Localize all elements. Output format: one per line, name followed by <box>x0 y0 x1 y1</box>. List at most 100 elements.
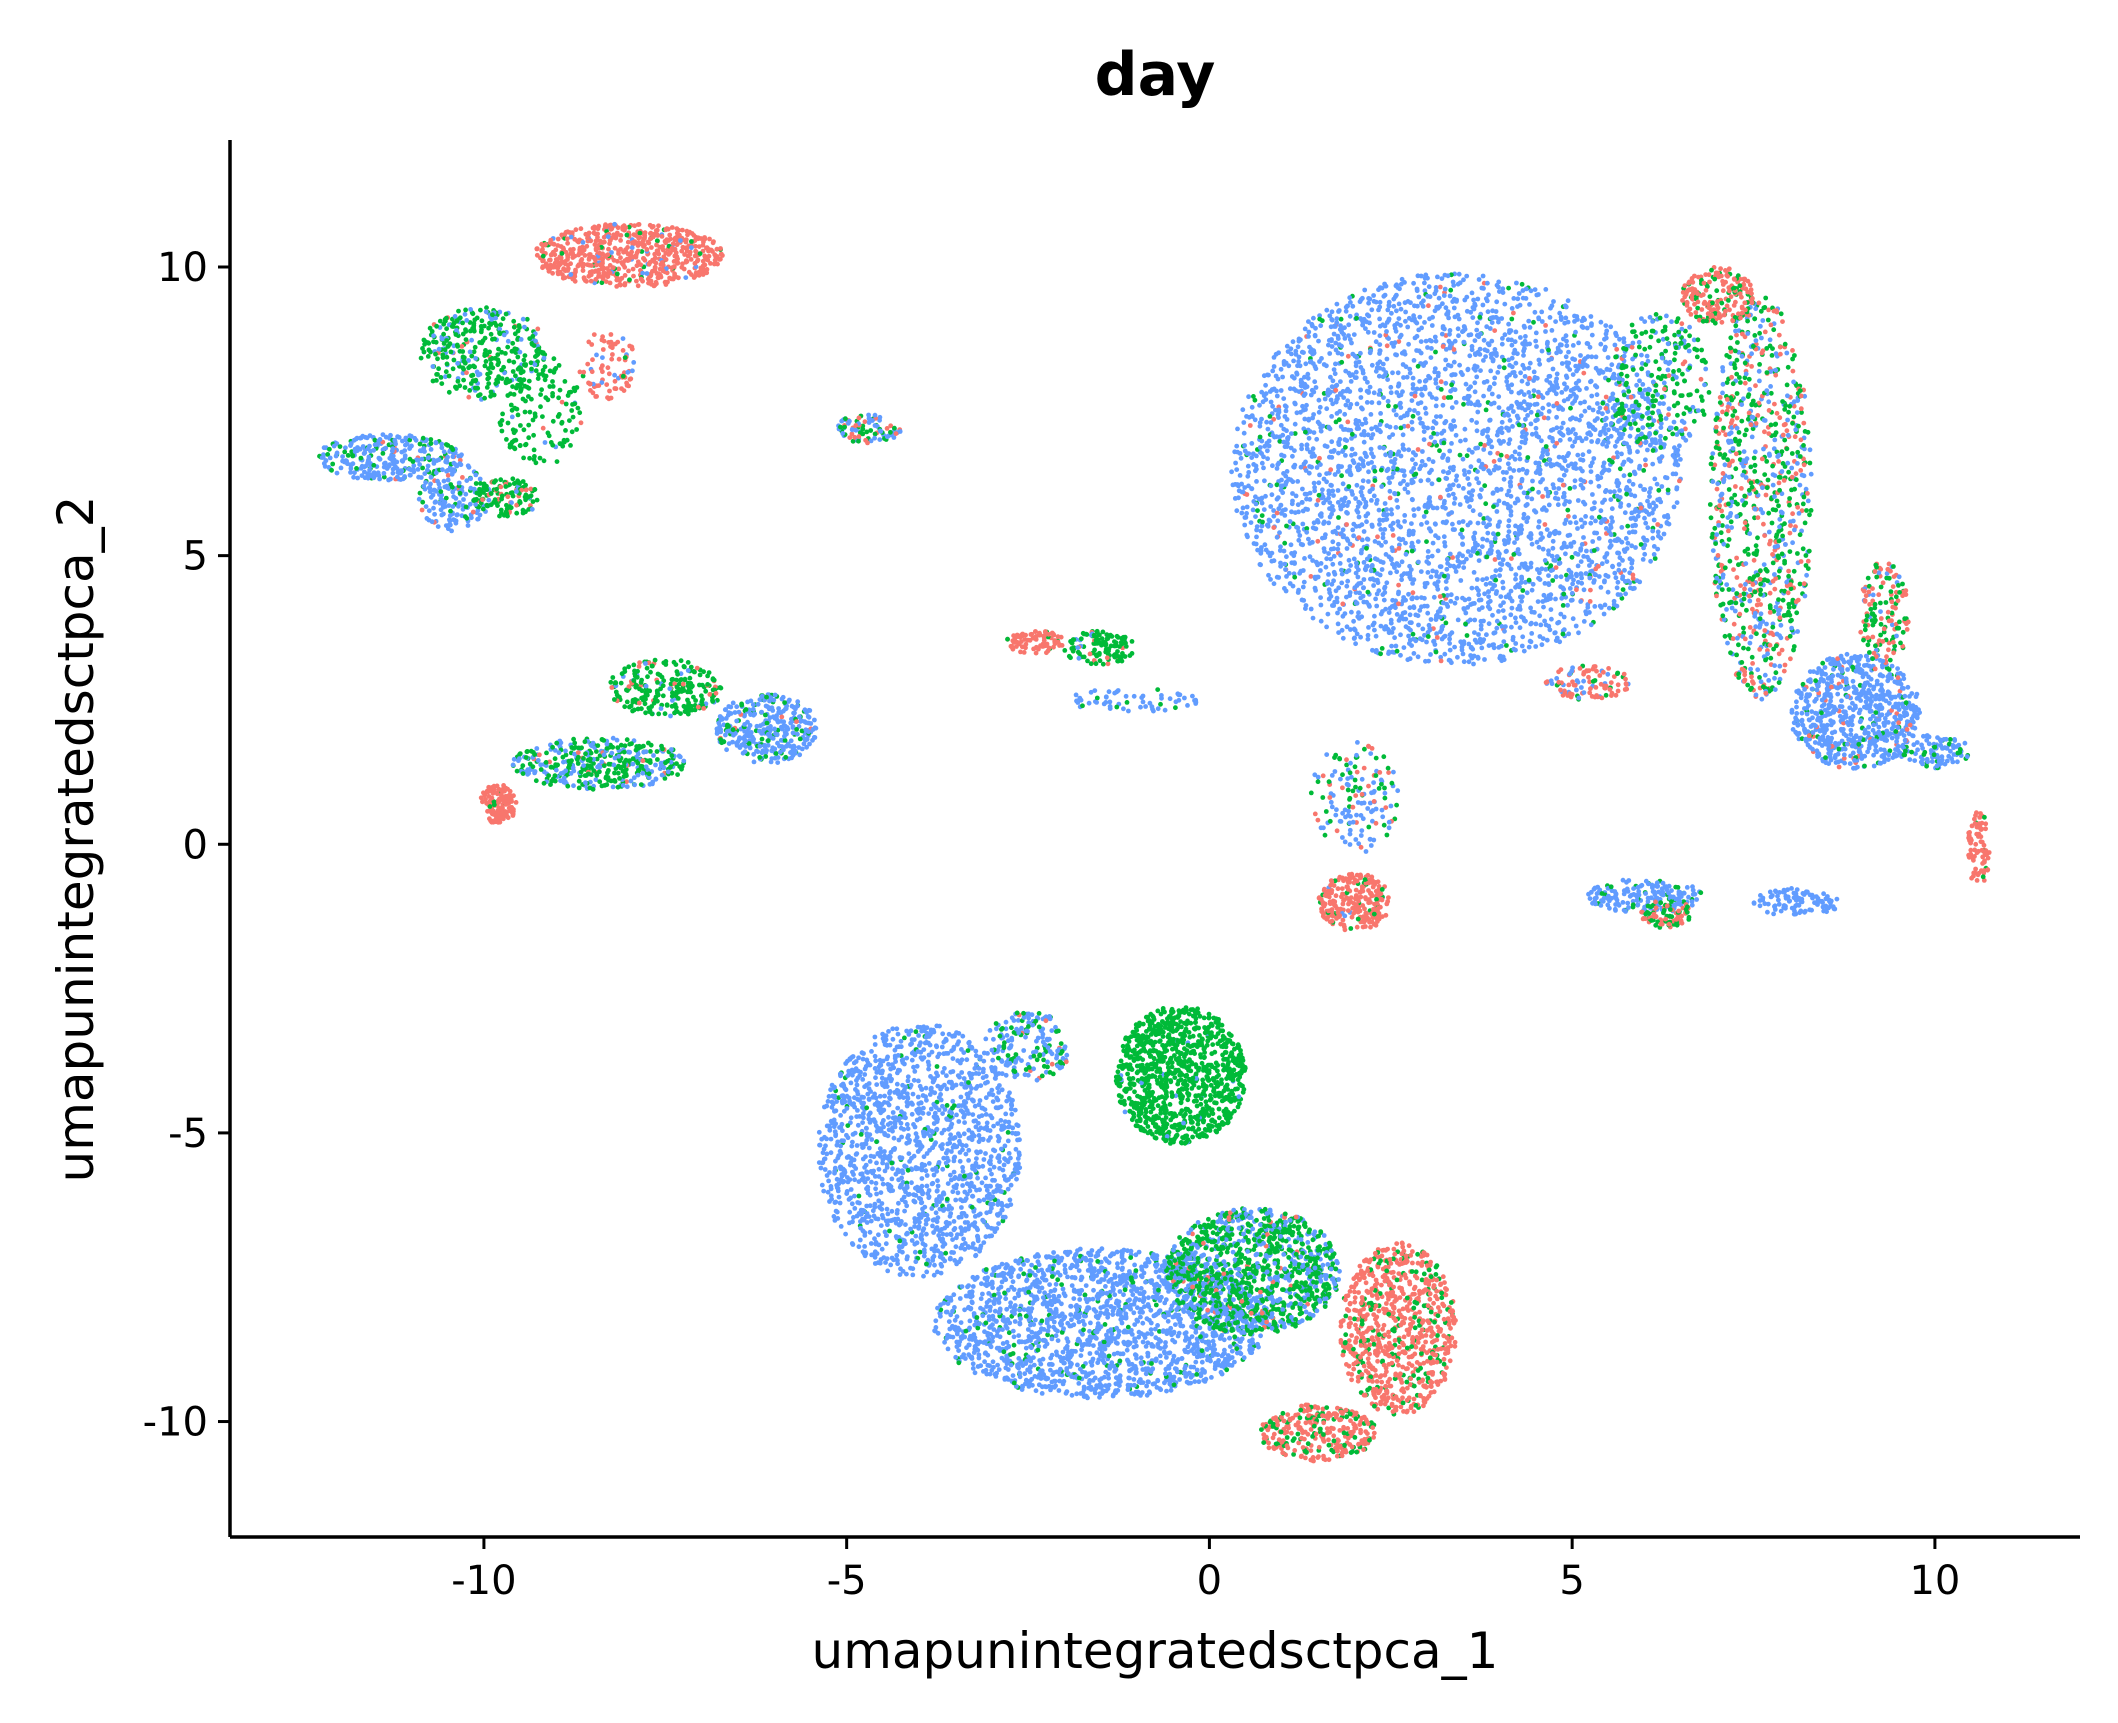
data-point <box>1567 532 1573 538</box>
data-point <box>1511 370 1517 375</box>
data-point <box>1684 299 1690 305</box>
data-point <box>1447 636 1452 642</box>
data-point <box>1528 564 1534 570</box>
data-point <box>1481 358 1486 363</box>
data-point <box>1293 493 1299 499</box>
data-point <box>1354 401 1360 407</box>
data-point <box>1467 353 1473 359</box>
data-point <box>1495 316 1501 322</box>
data-point <box>1597 405 1603 411</box>
data-point <box>1409 477 1415 483</box>
data-point <box>1276 350 1281 356</box>
data-point <box>1336 630 1341 635</box>
data-point <box>1748 666 1753 672</box>
data-point <box>1368 568 1374 574</box>
data-point <box>1502 301 1508 307</box>
data-point <box>1550 427 1556 432</box>
data-point <box>1348 379 1354 384</box>
data-point <box>1547 627 1553 633</box>
data-point <box>1538 531 1544 536</box>
data-point <box>1331 578 1336 584</box>
data-point <box>1422 280 1427 286</box>
data-point <box>1343 453 1348 458</box>
data-point <box>1758 591 1763 597</box>
data-point <box>1643 462 1648 468</box>
data-point <box>1663 435 1668 441</box>
data-point <box>1348 472 1354 478</box>
data-point <box>1331 553 1337 559</box>
data-point <box>1731 567 1736 572</box>
data-point <box>1614 478 1620 483</box>
data-point <box>1502 615 1507 621</box>
data-point <box>1534 344 1539 349</box>
data-point <box>1433 349 1438 355</box>
data-point <box>1274 534 1280 540</box>
data-point <box>1604 552 1610 557</box>
data-point <box>1681 420 1687 425</box>
data-point <box>1324 307 1330 313</box>
data-point <box>1580 452 1586 458</box>
data-point <box>1733 348 1738 354</box>
data-point <box>1499 643 1504 649</box>
data-point <box>1268 399 1274 405</box>
data-point <box>1712 276 1718 282</box>
data-point <box>1552 630 1558 635</box>
data-point <box>1791 414 1797 420</box>
data-point <box>1624 373 1630 379</box>
data-point <box>1752 462 1758 468</box>
data-point <box>1617 336 1622 342</box>
data-point <box>1429 467 1434 473</box>
data-point <box>1292 560 1297 565</box>
data-point <box>1524 468 1530 474</box>
data-point <box>1460 372 1465 378</box>
data-point <box>1762 672 1768 678</box>
data-point <box>1393 412 1399 418</box>
data-point <box>1789 465 1795 471</box>
data-point <box>1539 348 1545 354</box>
data-point <box>1487 606 1493 612</box>
data-point <box>1747 598 1753 604</box>
data-point <box>1640 394 1645 399</box>
data-point <box>1376 307 1381 313</box>
data-point <box>1565 319 1571 325</box>
data-point <box>1301 579 1307 585</box>
data-point <box>1455 617 1461 623</box>
data-point <box>1466 386 1471 392</box>
data-point <box>1472 380 1478 386</box>
data-point <box>1251 541 1257 546</box>
data-point <box>1790 356 1795 362</box>
data-point <box>1533 425 1539 431</box>
data-point <box>1396 316 1402 321</box>
data-point <box>1242 443 1247 448</box>
data-point <box>1541 604 1546 610</box>
data-point <box>1801 581 1807 587</box>
data-point <box>1413 612 1419 618</box>
data-point <box>1547 531 1553 536</box>
data-point <box>1497 567 1503 573</box>
data-point <box>1492 328 1498 333</box>
data-point <box>1742 669 1748 675</box>
data-point <box>1283 404 1289 410</box>
data-point <box>1560 631 1566 637</box>
data-point <box>1395 370 1401 376</box>
data-point <box>1271 364 1277 369</box>
data-point <box>1642 508 1648 514</box>
data-point <box>1303 361 1309 367</box>
data-point <box>1742 380 1748 386</box>
data-point <box>1647 494 1652 499</box>
data-point <box>1418 386 1424 392</box>
data-point <box>1309 387 1315 393</box>
data-point <box>1728 335 1734 341</box>
data-point <box>1443 620 1449 626</box>
data-point <box>1779 510 1785 516</box>
data-point <box>1733 323 1739 329</box>
data-point <box>1799 472 1805 478</box>
data-point <box>1682 378 1687 384</box>
data-point <box>1433 285 1439 290</box>
data-point <box>1703 366 1709 372</box>
data-point <box>1317 455 1322 461</box>
data-point <box>1614 603 1620 609</box>
data-point <box>1626 457 1632 462</box>
data-point <box>1715 481 1721 487</box>
data-point <box>1364 536 1370 542</box>
